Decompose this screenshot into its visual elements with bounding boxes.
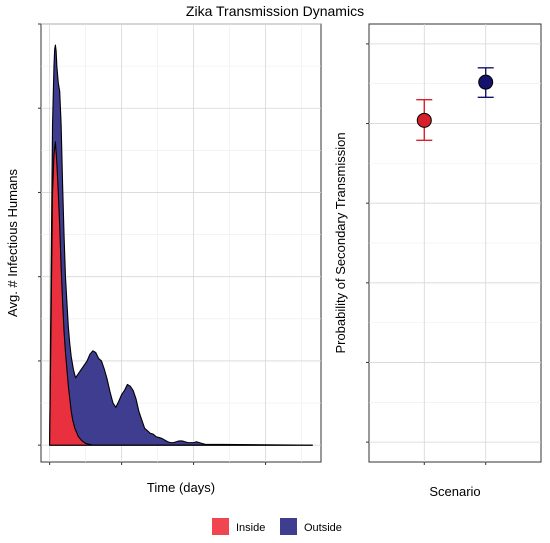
legend: Inside Outside: [212, 518, 342, 535]
legend-swatch-outside: [280, 518, 297, 535]
right-points-layer: [416, 67, 494, 141]
legend-label-outside: Outside: [304, 522, 342, 534]
right-y-ticks: [366, 43, 369, 443]
right-grid: [369, 24, 541, 462]
point-outside: [478, 74, 494, 90]
left-y-ticks: [38, 23, 41, 446]
right-x-ticks: [423, 462, 487, 465]
point-inside: [416, 112, 432, 128]
left-y-axis-title: Avg. # Infectious Humans: [5, 169, 20, 317]
legend-label-inside: Inside: [236, 522, 265, 534]
left-x-axis-title: Time (days): [147, 480, 215, 495]
figure-title: Zika Transmission Dynamics: [186, 3, 364, 19]
area-series-outside: [49, 44, 313, 446]
right-x-axis-title: Scenario: [429, 484, 480, 499]
time-series-panel: Time (days) Avg. # Infectious Humans: [5, 23, 322, 495]
left-x-ticks: [49, 462, 267, 465]
area-series-inside: [49, 141, 313, 446]
left-series-layer: [49, 44, 313, 446]
right-y-axis-title: Probability of Secondary Transmission: [333, 132, 348, 353]
probability-panel: Scenario Probability of Secondary Transm…: [333, 23, 542, 499]
legend-swatch-inside: [212, 518, 229, 535]
